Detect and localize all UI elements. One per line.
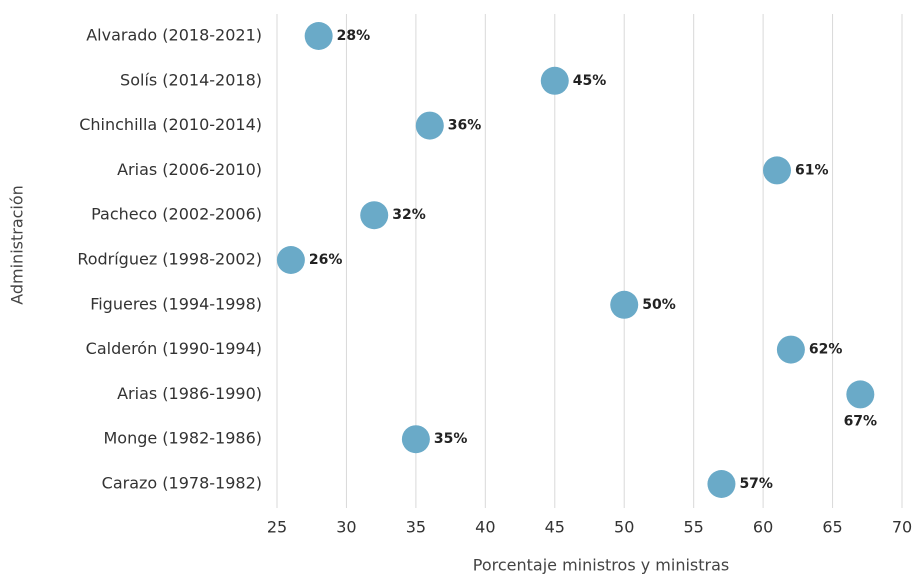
y-axis-label: Administración: [8, 185, 27, 305]
value-label: 45%: [573, 73, 607, 89]
x-tick-label: 65: [822, 518, 842, 537]
dot: [707, 470, 736, 498]
y-tick-label: Monge (1982-1986): [103, 429, 262, 448]
value-label: 32%: [392, 207, 426, 223]
value-label: 35%: [434, 431, 468, 447]
x-tick-label: 30: [336, 518, 356, 537]
dot: [360, 201, 389, 230]
dot: [304, 22, 333, 50]
y-tick-label: Solís (2014-2018): [120, 70, 262, 89]
dot: [846, 380, 875, 409]
value-label: 28%: [337, 28, 371, 44]
dot: [540, 66, 569, 95]
x-tick-label: 40: [475, 518, 495, 537]
dot: [276, 246, 305, 274]
value-label: 50%: [642, 297, 676, 313]
y-tick-label: Figueres (1994-1998): [90, 294, 262, 313]
dot: [776, 335, 805, 364]
y-tick-label: Rodríguez (1998-2002): [77, 250, 262, 269]
y-tick-label: Arias (1986-1990): [117, 384, 262, 403]
x-tick-label: 25: [267, 518, 287, 537]
x-tick-label: 50: [614, 518, 634, 537]
value-label: 26%: [309, 252, 343, 268]
value-label: 61%: [795, 162, 829, 178]
value-label: 36%: [448, 118, 482, 134]
dot: [401, 425, 430, 454]
dot: [610, 290, 639, 319]
y-tick-label: Alvarado (2018-2021): [86, 26, 262, 45]
dot: [415, 111, 444, 140]
y-tick-label: Chinchilla (2010-2014): [79, 115, 262, 134]
y-tick-label: Calderón (1990-1994): [86, 339, 262, 358]
x-tick-label: 55: [683, 518, 703, 537]
x-tick-label: 35: [406, 518, 426, 537]
value-label: 57%: [739, 476, 773, 492]
value-label: 67%: [844, 413, 878, 429]
x-tick-label: 70: [892, 518, 912, 537]
x-tick-label: 60: [753, 518, 773, 537]
value-label: 62%: [809, 342, 843, 358]
y-tick-label: Carazo (1978-1982): [102, 474, 262, 493]
y-tick-label: Arias (2006-2010): [117, 160, 262, 179]
y-tick-label: Pacheco (2002-2006): [91, 205, 262, 224]
dot: [763, 156, 791, 185]
x-tick-label: 45: [545, 518, 565, 537]
x-axis-label: Porcentaje ministros y ministras: [473, 556, 730, 575]
